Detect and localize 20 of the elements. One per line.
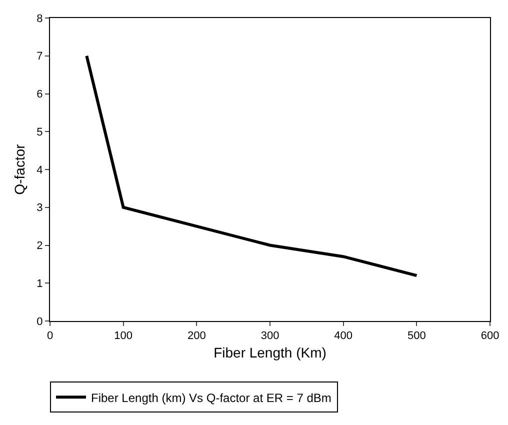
x-tick-label: 600 [480, 330, 500, 342]
y-tick-label: 4 [36, 164, 43, 176]
x-tick-label: 0 [46, 330, 54, 342]
x-axis-title: Fiber Length (Km) [214, 344, 326, 360]
x-tick-label: 500 [407, 330, 426, 342]
y-tick-label: 5 [36, 126, 43, 138]
line-series [85, 54, 418, 278]
x-tick-label: 100 [114, 330, 133, 342]
y-tick-label: 1 [36, 278, 43, 290]
x-tick-label: 300 [260, 330, 280, 342]
x-tick-label: 400 [334, 330, 353, 342]
y-tick-label: 0 [36, 316, 43, 328]
y-tick-label: 3 [36, 202, 43, 214]
y-tick-label: 7 [36, 50, 43, 63]
y-tick-label: 6 [36, 88, 43, 101]
y-axis-title: Q-factor [11, 144, 28, 195]
x-tick-label: 200 [187, 330, 206, 342]
legend-label: Fiber Length (km) Vs Q-factor at ER = 7 dBm [91, 390, 332, 405]
y-tick-label: 8 [36, 12, 43, 25]
y-tick-label: 2 [36, 240, 43, 252]
